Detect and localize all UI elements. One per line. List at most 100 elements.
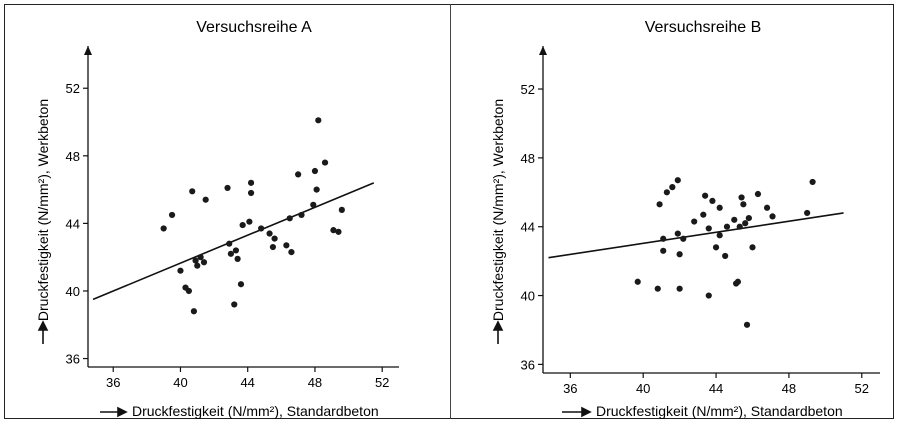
- y-tick-label: 48: [66, 149, 80, 164]
- x-axis-label-a: Druckfestigkeit (N/mm²), Standardbeton: [132, 403, 379, 419]
- data-point: [740, 201, 747, 208]
- y-axis-label-a: Druckfestigkeit (N/mm²), Werkbeton: [35, 99, 51, 321]
- y-axis-arrow-b: [492, 320, 504, 344]
- data-point: [258, 225, 265, 232]
- data-point: [705, 225, 712, 232]
- data-point: [660, 235, 667, 242]
- data-point: [283, 242, 290, 249]
- data-point: [338, 206, 345, 213]
- data-point: [160, 225, 167, 232]
- x-tick-label: 52: [375, 375, 389, 390]
- data-point: [239, 221, 246, 229]
- y-tick-label: 48: [521, 151, 535, 166]
- data-point: [266, 230, 273, 237]
- x-axis-label-b: Druckfestigkeit (N/mm²), Standardbeton: [596, 403, 843, 419]
- x-tick-label: 36: [106, 375, 120, 390]
- x-tick-label: 44: [240, 375, 254, 390]
- data-point: [231, 301, 238, 308]
- data-point: [247, 179, 255, 186]
- data-point: [168, 211, 176, 219]
- x-tick-label: 40: [173, 375, 187, 390]
- data-point: [676, 251, 683, 258]
- y-tick-label: 36: [521, 357, 535, 372]
- regression-line-b: [548, 212, 844, 259]
- data-point: [709, 197, 716, 204]
- panel-divider: [450, 4, 451, 419]
- data-point: [634, 278, 641, 285]
- data-point: [247, 189, 255, 197]
- data-point: [691, 218, 698, 225]
- chart-title-b: Versuchsreihe B: [645, 19, 762, 36]
- y-tick-label: 40: [66, 284, 80, 299]
- data-point: [271, 235, 278, 242]
- data-point: [202, 196, 209, 203]
- data-point: [310, 201, 317, 208]
- data-point: [288, 249, 295, 256]
- data-point: [769, 213, 776, 220]
- x-tick-label: 44: [709, 381, 723, 396]
- data-point: [731, 216, 738, 223]
- regression-line-a: [92, 182, 375, 301]
- data-point: [311, 167, 319, 175]
- y-tick-label: 52: [66, 81, 80, 96]
- data-point: [227, 250, 234, 257]
- data-point: [190, 308, 198, 315]
- chart-panel-a: Versuchsreihe A Druckfestigkeit (N/mm²),…: [35, 19, 399, 419]
- data-point: [177, 267, 184, 274]
- data-point: [654, 285, 661, 292]
- y-axis-label-b: Druckfestigkeit (N/mm²), Werkbeton: [490, 99, 506, 321]
- data-point: [192, 257, 199, 264]
- y-axis-arrowhead-a: [84, 46, 92, 55]
- data-point: [660, 247, 667, 254]
- data-point: [734, 278, 742, 285]
- y-tick-label: 36: [66, 352, 80, 367]
- data-point: [200, 259, 208, 266]
- x-tick-label: 52: [855, 381, 869, 396]
- data-point: [224, 184, 231, 192]
- data-point: [738, 194, 745, 201]
- data-point: [194, 262, 201, 269]
- data-point: [330, 227, 337, 234]
- data-point: [702, 192, 709, 199]
- data-point: [335, 228, 342, 235]
- y-tick-label: 44: [66, 216, 80, 231]
- data-point: [237, 281, 245, 288]
- data-point: [321, 159, 329, 166]
- data-point: [298, 211, 305, 219]
- data-point: [246, 218, 253, 225]
- x-tick-label: 48: [782, 381, 796, 396]
- data-point: [315, 117, 322, 124]
- data-point: [743, 321, 751, 328]
- data-point: [700, 211, 707, 218]
- data-point: [185, 287, 192, 295]
- y-tick-label: 52: [521, 82, 535, 97]
- data-point: [804, 209, 811, 217]
- data-point: [226, 240, 233, 247]
- data-point: [742, 220, 749, 227]
- data-point: [313, 186, 320, 193]
- x-tick-label: 36: [563, 381, 577, 396]
- data-point: [674, 177, 681, 184]
- x-tick-label: 48: [308, 375, 322, 390]
- data-point: [663, 189, 670, 196]
- y-axis-arrow-a: [37, 320, 49, 344]
- data-point: [705, 292, 712, 299]
- data-point: [656, 201, 663, 208]
- data-point: [809, 178, 816, 186]
- y-tick-label: 44: [521, 220, 535, 235]
- figure-frame: [4, 4, 894, 419]
- data-point: [234, 255, 241, 262]
- data-point: [669, 184, 676, 191]
- data-point: [232, 247, 240, 254]
- x-axis-arrow-a: [100, 406, 128, 418]
- data-point: [763, 204, 771, 211]
- data-point: [754, 190, 762, 198]
- data-point: [197, 254, 204, 261]
- data-point: [674, 230, 681, 237]
- data-point: [736, 223, 743, 230]
- chart-title-a: Versuchsreihe A: [196, 19, 312, 36]
- data-point: [680, 235, 687, 242]
- data-point: [716, 204, 723, 211]
- data-point: [676, 285, 683, 292]
